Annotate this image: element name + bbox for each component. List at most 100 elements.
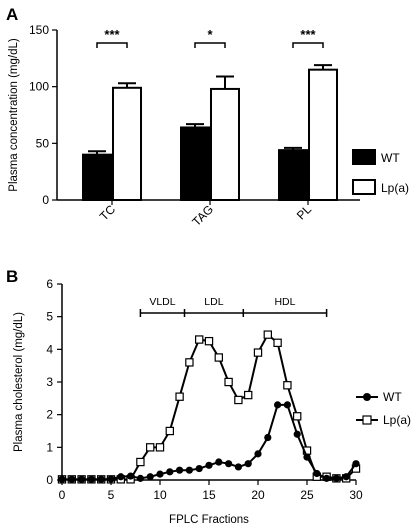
bar-lpa-pl <box>308 68 338 201</box>
data-point-lpa <box>204 336 214 346</box>
data-point-wt <box>166 468 174 476</box>
x-axis-title: FPLC Fractions <box>169 514 249 526</box>
data-point-wt <box>342 473 350 481</box>
data-point-wt <box>185 466 193 474</box>
data-point-lpa <box>253 348 263 357</box>
panel-a-letter: A <box>6 5 18 24</box>
legend-swatch-wt <box>352 149 376 165</box>
significance-label: * <box>207 27 213 42</box>
x-tick-label-pl: PL <box>294 202 315 223</box>
data-point-wt <box>264 433 272 442</box>
data-point-wt <box>205 461 213 469</box>
data-point-wt <box>127 472 135 480</box>
data-point-wt <box>332 474 340 482</box>
data-point-lpa <box>224 377 233 387</box>
y-tick-label: 6 <box>46 277 53 291</box>
y-axis-title: Plasma concentration (mg/dL) <box>8 38 20 192</box>
bar-lpa-tc <box>112 86 142 201</box>
data-point-wt <box>146 473 154 481</box>
legend-swatch-lpa <box>352 179 376 195</box>
data-point-wt <box>176 466 184 474</box>
data-point-wt <box>195 464 203 473</box>
region-bracket: VLDL LDL HDL <box>139 296 328 317</box>
panel-b-letter: B <box>6 267 18 286</box>
data-point-wt <box>136 474 144 482</box>
x-tick-label: 30 <box>349 488 363 502</box>
region-label-hdl: HDL <box>274 296 295 308</box>
legend-label: Lp(a) <box>383 413 411 427</box>
data-point-lpa <box>175 392 184 401</box>
data-point-wt <box>254 450 262 458</box>
data-point-lpa <box>185 358 194 367</box>
data-point-lpa <box>283 381 292 390</box>
significance-label: *** <box>104 27 120 42</box>
legend-marker-lpa <box>362 415 372 425</box>
data-point-wt <box>87 475 95 483</box>
data-point-lpa <box>214 353 223 362</box>
y-tick-label: 100 <box>29 80 49 94</box>
y-tick-label: 0 <box>42 193 49 207</box>
y-tick-label: 150 <box>29 23 49 37</box>
bar-wt-tag <box>180 126 210 201</box>
data-point-wt <box>323 474 331 482</box>
region-label-ldl: LDL <box>204 296 223 308</box>
significance-bracket <box>194 42 226 48</box>
data-point-wt <box>78 475 86 483</box>
data-point-lpa <box>146 443 155 452</box>
data-point-wt <box>352 460 360 468</box>
series-line-lpa <box>62 333 357 481</box>
y-tick-label: 50 <box>36 136 50 150</box>
data-point-wt <box>244 460 252 468</box>
data-point-wt <box>303 453 311 461</box>
panel-a-chart: 0 50 100 150 Plasma concentration (mg/dL) TC T… <box>8 23 409 229</box>
x-tick-label: 25 <box>300 488 314 502</box>
data-point-wt <box>156 470 164 478</box>
data-point-wt <box>293 430 301 438</box>
legend-marker-wt <box>363 393 371 401</box>
panel-b-chart: 0 1 2 3 4 5 6 0 5 10 15 20 25 30 Plasma cholesterol (m… <box>13 277 411 526</box>
data-point-wt <box>97 475 105 483</box>
region-label-vldl: VLDL <box>149 296 175 308</box>
data-point-wt <box>283 401 291 409</box>
data-point-lpa <box>165 426 174 436</box>
data-point-lpa <box>273 338 282 348</box>
data-point-lpa <box>136 457 145 467</box>
legend-label: WT <box>381 151 400 165</box>
bar-lpa-tag <box>210 87 240 201</box>
data-point-wt <box>274 401 282 409</box>
data-point-lpa <box>195 335 204 344</box>
y-tick-label: 5 <box>46 310 53 324</box>
significance-bracket <box>292 42 324 48</box>
data-point-wt <box>107 475 115 483</box>
data-point-wt <box>225 460 233 468</box>
significance-bracket <box>96 42 128 48</box>
x-tick-label: 5 <box>108 488 115 502</box>
data-point-wt <box>117 473 125 481</box>
y-tick-label: 4 <box>46 342 53 356</box>
data-point-wt <box>313 469 321 478</box>
x-tick-label-tag: TAG <box>189 202 216 229</box>
data-point-wt <box>68 475 76 483</box>
data-point-wt <box>215 458 223 466</box>
bar-wt-tc <box>82 153 112 202</box>
y-tick-label: 1 <box>46 440 53 454</box>
y-axis-title: Plasma cholesterol (mg/dL) <box>13 312 25 452</box>
data-point-lpa <box>234 395 243 405</box>
legend-label: WT <box>383 390 402 404</box>
data-point-lpa <box>155 443 165 452</box>
x-tick-label: 0 <box>59 488 66 502</box>
legend-label: Lp(a) <box>381 181 409 195</box>
x-tick-label: 15 <box>202 488 216 502</box>
x-tick-label: 10 <box>153 488 167 502</box>
y-tick-label: 0 <box>46 473 53 487</box>
data-point-lpa <box>293 412 302 421</box>
data-point-wt <box>234 463 242 471</box>
significance-label: *** <box>300 27 316 42</box>
data-point-wt <box>58 475 66 483</box>
data-point-lpa <box>244 390 253 400</box>
bar-wt-pl <box>278 149 308 201</box>
y-tick-label: 2 <box>46 408 53 422</box>
y-tick-label: 3 <box>46 375 53 389</box>
x-tick-label: 20 <box>251 488 265 502</box>
